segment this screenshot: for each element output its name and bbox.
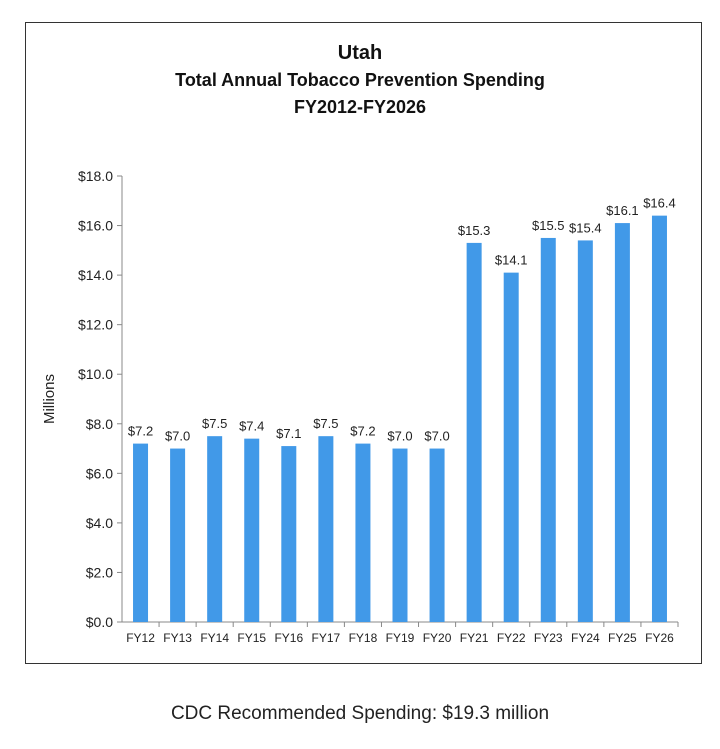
x-tick-label: FY19 [386,631,415,645]
x-tick-label: FY16 [274,631,303,645]
y-tick-label: $2.0 [86,564,113,580]
bar-FY24 [577,240,593,622]
bar-FY19 [392,448,408,622]
x-tick-label: FY12 [126,631,155,645]
y-tick-label: $14.0 [78,267,113,283]
x-tick-label: FY13 [163,631,192,645]
x-tick-label: FY21 [460,631,489,645]
data-label: $7.0 [424,429,449,444]
y-tick-label: $18.0 [78,168,113,184]
x-tick-label: FY25 [608,631,637,645]
data-label: $7.2 [350,424,375,439]
bar-FY18 [355,443,371,622]
data-label: $15.3 [458,223,491,238]
y-tick-label: $4.0 [86,515,113,531]
y-tick-label: $10.0 [78,366,113,382]
data-label: $7.2 [128,424,153,439]
x-tick-label: FY17 [312,631,341,645]
y-tick-label: $8.0 [86,416,113,432]
x-tick-label: FY26 [645,631,674,645]
data-label: $16.1 [606,203,639,218]
x-tick-label: FY18 [349,631,378,645]
data-label: $7.5 [202,416,227,431]
data-label: $7.1 [276,426,301,441]
bar-FY16 [281,446,297,622]
bar-FY15 [244,438,260,622]
data-label: $15.4 [569,220,602,235]
footnote: CDC Recommended Spending: $19.3 million [170,703,550,724]
bar-FY20 [429,448,445,622]
chart-subtitle-years: FY2012-FY2026 [293,97,427,117]
data-label: $7.5 [313,416,338,431]
bar-FY25 [614,223,630,623]
y-tick-label: $16.0 [78,218,113,234]
bar-FY13 [170,448,186,622]
x-tick-label: FY23 [534,631,563,645]
bar-FY22 [503,272,519,622]
y-tick-label: $0.0 [86,614,113,630]
data-label: $7.0 [387,429,412,444]
bar-FY21 [466,242,482,622]
bar-FY26 [651,215,667,622]
data-label: $7.4 [239,419,264,434]
x-tick-label: FY24 [571,631,600,645]
bar-FY12 [133,443,149,622]
y-tick-label: $6.0 [86,465,113,481]
y-axis-label: Millions [41,374,58,424]
x-tick-label: FY22 [497,631,526,645]
y-tick-label: $12.0 [78,317,113,333]
bar-FY14 [207,436,223,622]
x-tick-label: FY15 [237,631,266,645]
bar-FY17 [318,436,334,622]
data-label: $16.4 [643,196,676,211]
x-tick-label: FY14 [200,631,229,645]
chart-frame [25,22,702,664]
data-label: $7.0 [165,429,190,444]
chart-subtitle: Total Annual Tobacco Prevention Spending [175,70,545,90]
x-tick-label: FY20 [423,631,452,645]
data-label: $14.1 [495,253,528,268]
data-label: $15.5 [532,218,565,233]
chart-title: Utah [337,42,383,64]
bar-FY23 [540,237,556,622]
